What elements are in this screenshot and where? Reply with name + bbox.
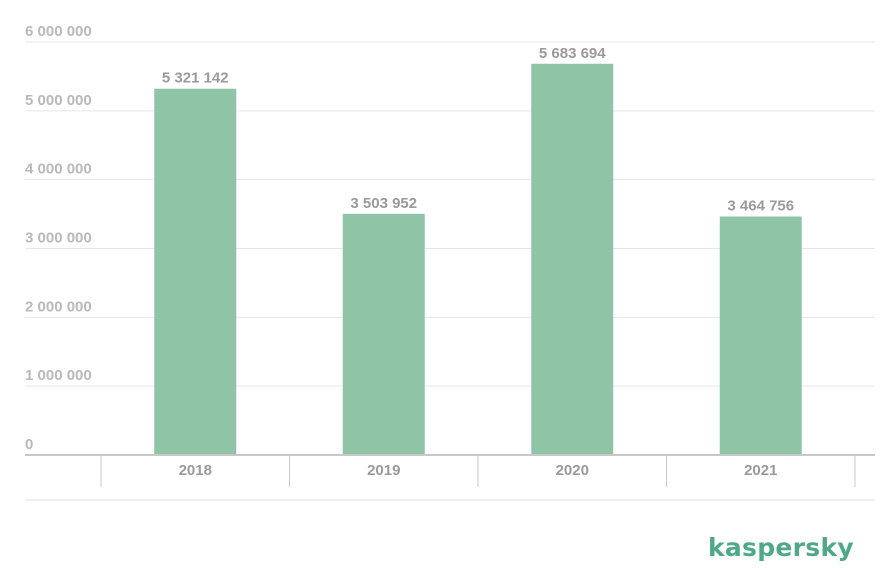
kaspersky-logo: kaspersky — [707, 533, 854, 562]
y-tick-label: 5 000 000 — [25, 92, 92, 109]
x-tick-label: 2020 — [556, 462, 589, 479]
y-tick-label: 4 000 000 — [25, 161, 92, 178]
bar-2021 — [719, 216, 802, 455]
y-tick-label: 2 000 000 — [25, 298, 92, 315]
x-axis: 2018 2019 2020 2021 — [25, 454, 875, 501]
y-tick-label: 0 — [25, 436, 33, 453]
data-label: 3 464 756 — [727, 198, 794, 215]
x-tick-label: 2018 — [179, 462, 212, 479]
data-label: 5 683 694 — [539, 45, 606, 62]
bar-2018 — [154, 88, 237, 455]
y-axis-ticks: 0 1 000 000 2 000 000 3 000 000 4 000 000 5 0… — [25, 23, 92, 453]
data-label: 5 321 142 — [162, 70, 229, 87]
bars — [154, 63, 802, 455]
y-tick-label: 6 000 000 — [25, 23, 92, 40]
bar-2020 — [531, 63, 614, 455]
y-tick-label: 3 000 000 — [25, 230, 92, 247]
bar-2019 — [342, 213, 425, 455]
data-label: 3 503 952 — [350, 195, 417, 212]
y-tick-label: 1 000 000 — [25, 367, 92, 384]
x-tick-label: 2019 — [367, 462, 400, 479]
data-labels: 5 321 142 3 503 952 5 683 694 3 464 756 — [162, 45, 794, 215]
x-tick-label: 2021 — [744, 462, 777, 479]
